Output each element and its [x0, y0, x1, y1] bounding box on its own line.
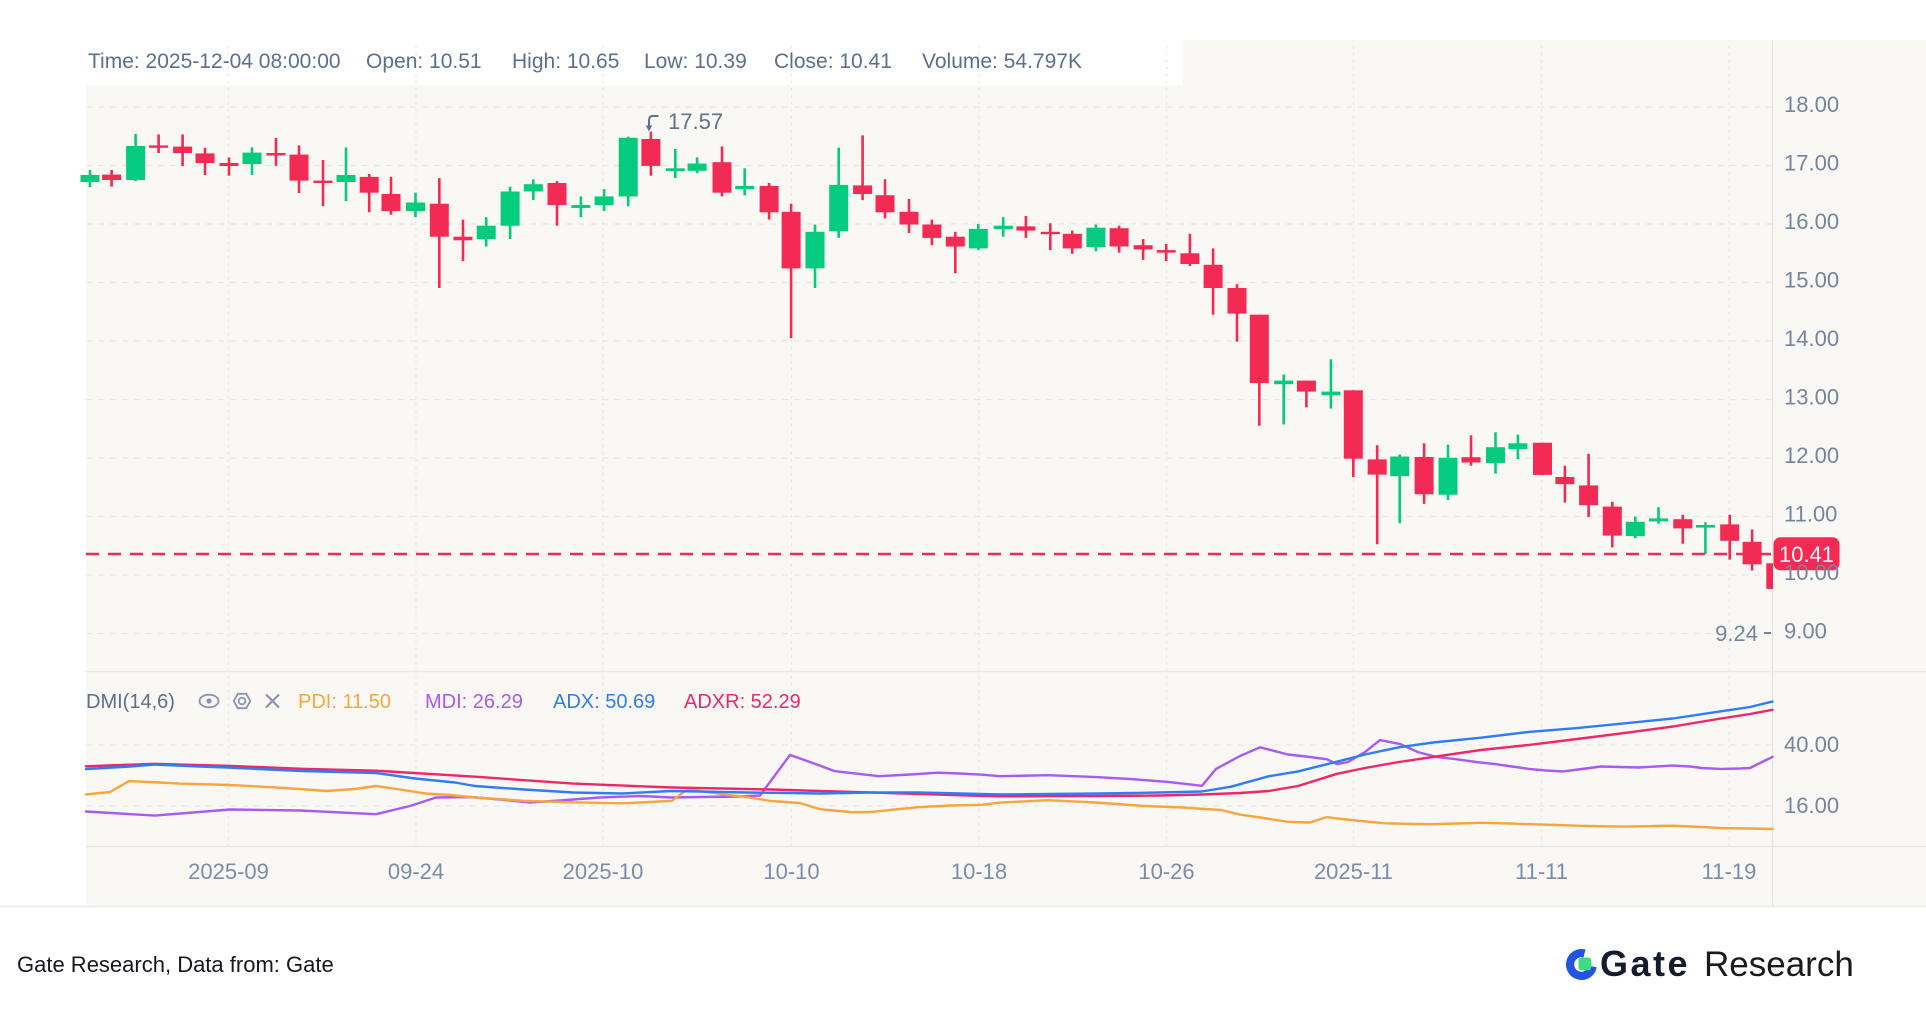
svg-text:15.00: 15.00 — [1784, 268, 1839, 293]
svg-text:Low: 10.39: Low: 10.39 — [644, 50, 747, 73]
svg-text:11-19: 11-19 — [1702, 859, 1757, 884]
svg-text:Volume: 54.797K: Volume: 54.797K — [922, 50, 1082, 73]
svg-text:10-26: 10-26 — [1138, 859, 1194, 884]
svg-text:Gate Research, Data from: Gate: Gate Research, Data from: Gate — [17, 952, 334, 977]
svg-text:Gate: Gate — [1600, 943, 1690, 984]
svg-text:40.00: 40.00 — [1784, 732, 1839, 757]
svg-text:17.00: 17.00 — [1784, 151, 1839, 176]
svg-text:18.00: 18.00 — [1784, 92, 1839, 117]
svg-text:10.00: 10.00 — [1784, 560, 1839, 585]
svg-text:2025-09: 2025-09 — [188, 859, 269, 884]
svg-text:10-10: 10-10 — [763, 859, 819, 884]
svg-text:13.00: 13.00 — [1784, 385, 1839, 410]
svg-text:2025-11: 2025-11 — [1314, 859, 1393, 884]
svg-text:ADX: 50.69: ADX: 50.69 — [553, 691, 655, 713]
svg-text:PDI: 11.50: PDI: 11.50 — [298, 691, 391, 713]
svg-text:High: 10.65: High: 10.65 — [512, 50, 619, 73]
svg-text:ADXR: 52.29: ADXR: 52.29 — [684, 691, 801, 713]
svg-text:2025-10: 2025-10 — [563, 859, 644, 884]
svg-text:14.00: 14.00 — [1784, 326, 1839, 351]
svg-text:Open: 10.51: Open: 10.51 — [366, 50, 482, 73]
svg-text:09-24: 09-24 — [388, 859, 444, 884]
svg-text:17.57: 17.57 — [668, 109, 723, 134]
svg-text:MDI: 26.29: MDI: 26.29 — [425, 691, 523, 713]
svg-text:11.00: 11.00 — [1784, 502, 1837, 527]
svg-text:12.00: 12.00 — [1784, 443, 1839, 468]
svg-text:11-11: 11-11 — [1515, 859, 1568, 884]
svg-text:16.00: 16.00 — [1784, 209, 1839, 234]
svg-text:9.24: 9.24 — [1715, 621, 1758, 646]
svg-text:10.41: 10.41 — [1779, 542, 1834, 567]
svg-text:9.00: 9.00 — [1784, 619, 1827, 644]
svg-text:DMI(14,6): DMI(14,6) — [86, 691, 175, 713]
svg-text:Time: 2025-12-04 08:00:00: Time: 2025-12-04 08:00:00 — [88, 50, 341, 73]
svg-text:16.00: 16.00 — [1784, 793, 1839, 818]
svg-text:Close: 10.41: Close: 10.41 — [774, 50, 892, 73]
svg-text:Research: Research — [1704, 945, 1854, 984]
svg-text:10-18: 10-18 — [951, 859, 1007, 884]
